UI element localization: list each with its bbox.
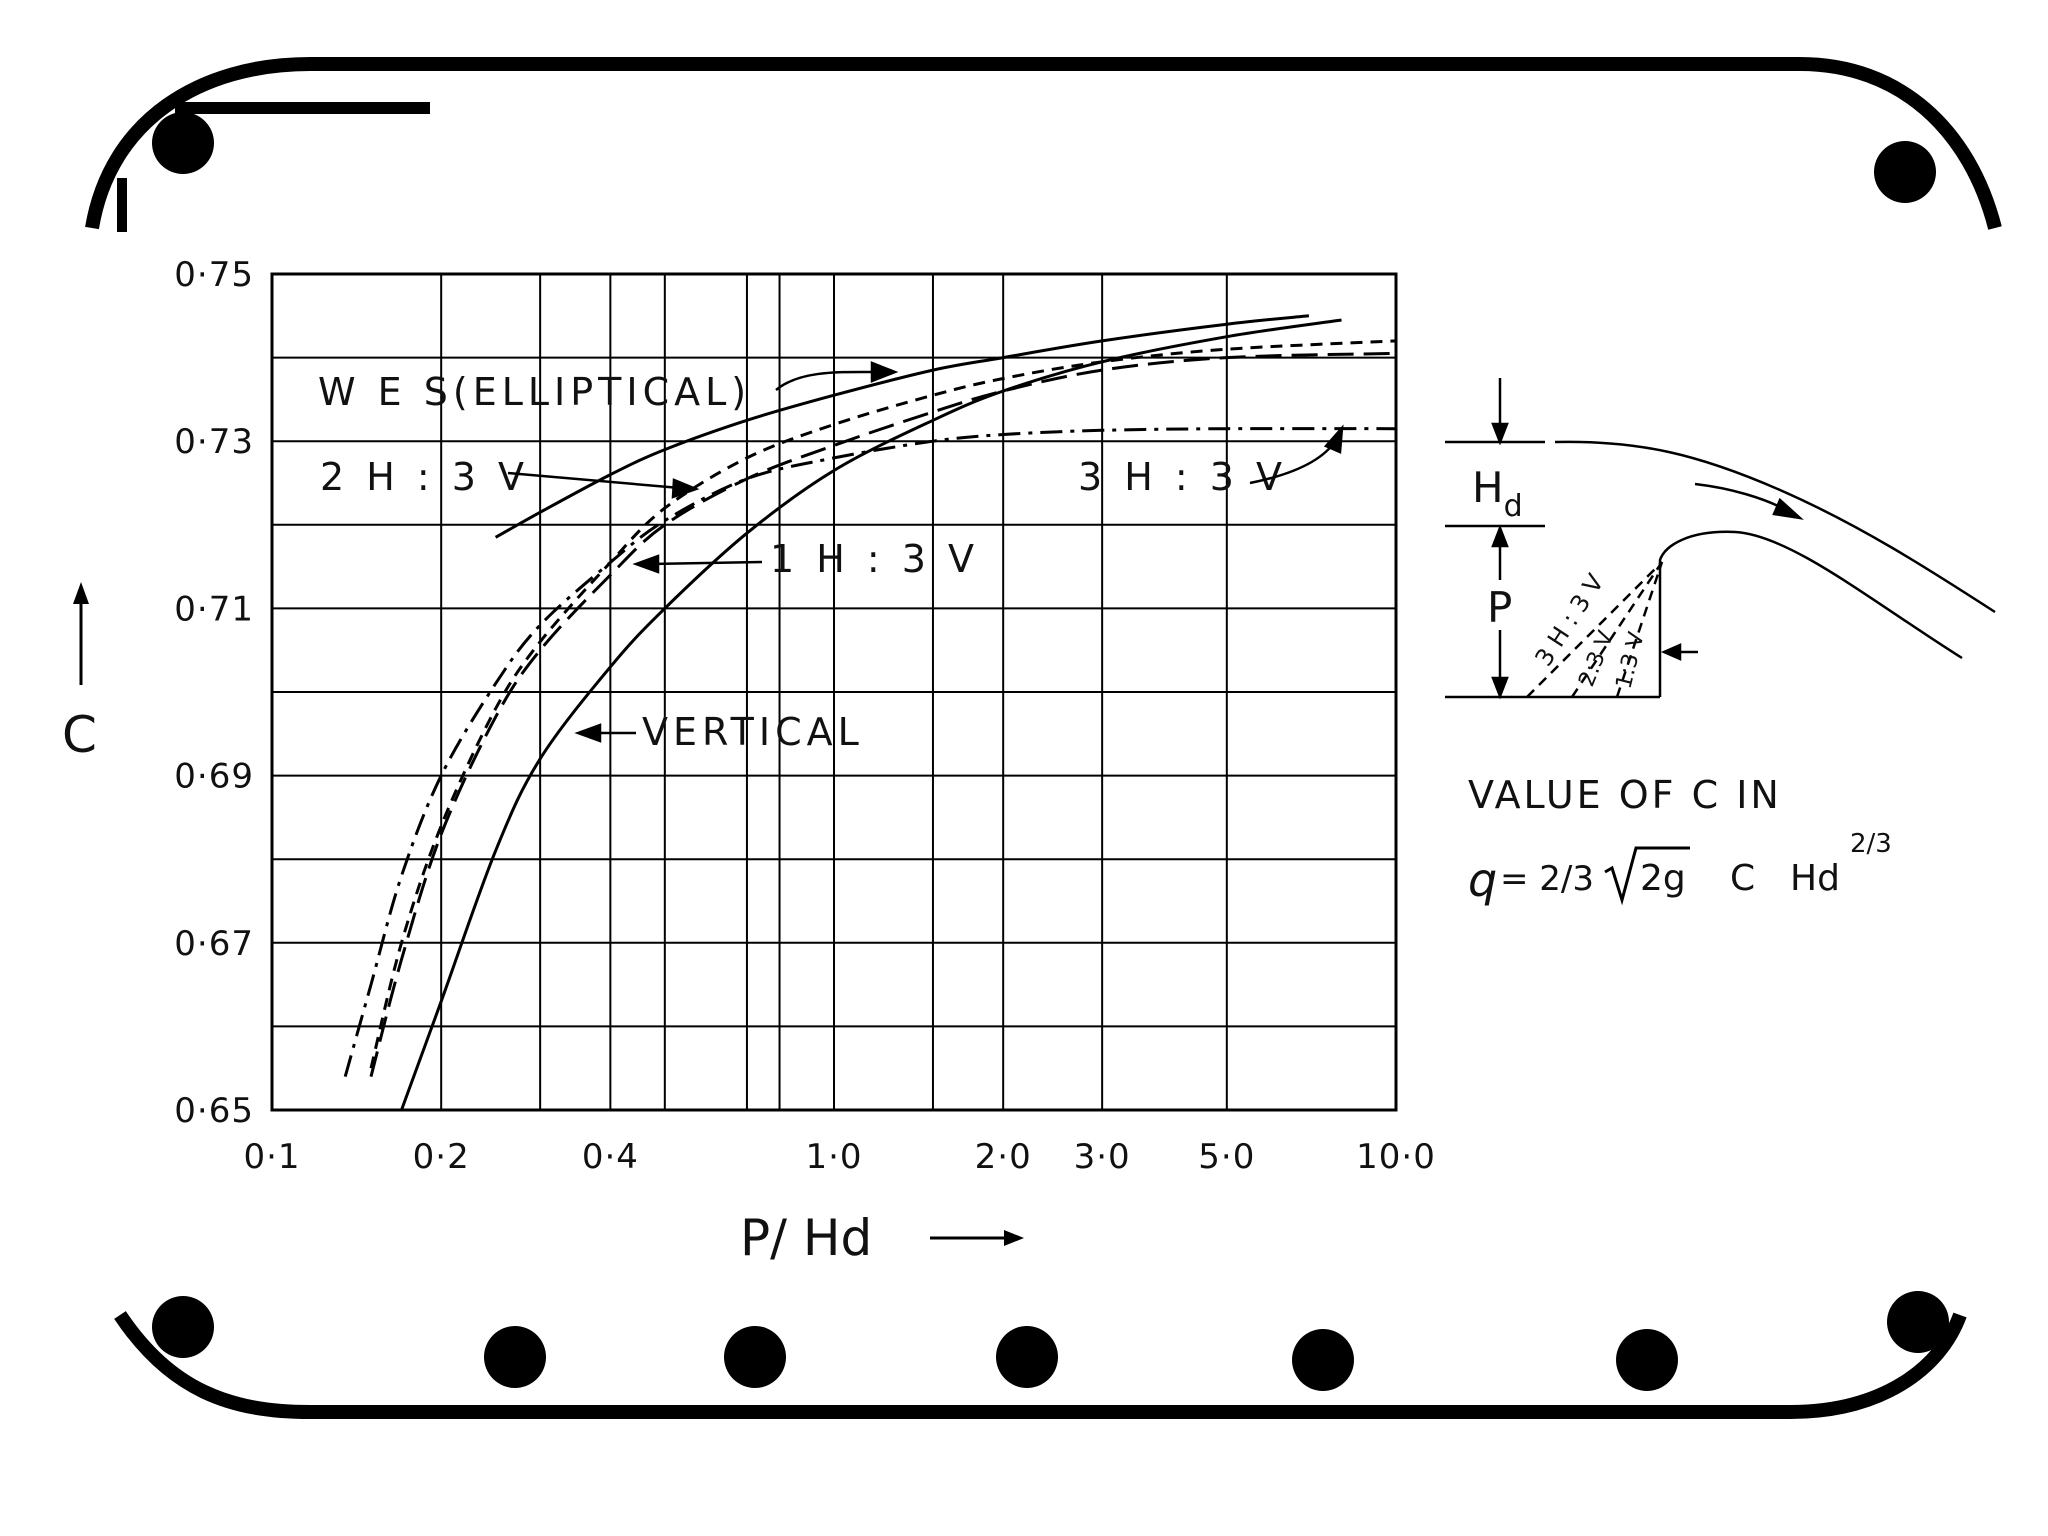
face-1h3v — [1615, 561, 1664, 698]
p-dim-arrowhead-up — [1491, 524, 1509, 548]
formula-q: q — [1468, 853, 1497, 907]
formula-radicand: 2g — [1640, 858, 1686, 899]
hd-label: Hd — [1472, 463, 1523, 524]
series-label-2h3v: 2 H : 3 V — [320, 455, 529, 499]
caption-formula: q = 2/3 2g C Hd 2/3 — [1468, 829, 1892, 907]
leader-1h3v — [649, 560, 763, 566]
binding-hole — [1616, 1329, 1678, 1391]
binding-hole — [1874, 141, 1936, 203]
x-tick-label: 5·0 — [1198, 1137, 1255, 1177]
y-tick-label: 0·73 — [174, 422, 254, 462]
decorative-frame — [85, 57, 2002, 1419]
series-line — [369, 351, 1397, 1077]
y-tick-label: 0·67 — [174, 924, 254, 964]
x-tick-label: 3·0 — [1074, 1137, 1131, 1177]
binding-hole — [152, 1296, 214, 1358]
series-label-wes: W E S(ELLIPTICAL) — [318, 370, 751, 414]
binding-hole — [1887, 1291, 1949, 1353]
y-tick-label: 0·65 — [174, 1091, 254, 1131]
arrowhead-vertical — [574, 723, 602, 743]
face-3h3v — [1526, 561, 1663, 698]
caption-line-1: VALUE OF C IN — [1468, 773, 1782, 817]
x-axis-title: P/ Hd — [740, 1209, 872, 1267]
binding-hole — [152, 112, 214, 174]
leader-wes — [775, 370, 881, 391]
plot-area: 0·1 0·2 0·4 1·0 2·0 3·0 5·0 10·0 0·650·670·690·… — [174, 255, 1436, 1177]
frame-bottom-arc — [114, 1311, 1967, 1419]
formula-hd: Hd — [1790, 858, 1840, 899]
formula-equals-fraction: = 2/3 — [1500, 859, 1594, 899]
y-tick-label: 0·69 — [174, 757, 254, 797]
binding-hole — [1292, 1329, 1354, 1391]
vartical-arrowhead — [1660, 643, 1682, 661]
y-tick-label: 0·75 — [174, 255, 254, 295]
binding-holes — [152, 112, 1949, 1391]
y-tick-labels: 0·65 0·67 0·69 0·71 0·73 0·75 — [174, 255, 254, 1131]
x-tick-label: 10·0 — [1356, 1137, 1436, 1177]
series-label-1h3v: 1 H : 3 V — [770, 537, 979, 581]
radical-sign-icon — [1604, 846, 1690, 906]
p-dim-arrowhead-down — [1491, 676, 1509, 700]
binding-hole — [484, 1326, 546, 1388]
formula-exponent: 2/3 — [1850, 829, 1892, 859]
binding-hole — [996, 1326, 1058, 1388]
x-tick-label: 0·2 — [413, 1137, 470, 1177]
arrowhead-2h3v — [671, 478, 700, 499]
arrowhead-1h3v — [632, 554, 660, 574]
y-axis-arrow-icon — [73, 582, 89, 685]
leader-2h3v — [507, 471, 681, 490]
series-label-3h3v: 3 H : 3 V — [1078, 455, 1287, 499]
series-label-vertical: VERTICAL — [642, 710, 864, 754]
x-tick-label: 1·0 — [805, 1137, 862, 1177]
plot-border — [270, 272, 1398, 1112]
frame-top-arc — [85, 57, 2002, 230]
nappe-upper-surface — [1554, 440, 1996, 614]
crest-profile — [1658, 530, 1963, 697]
leader-arrows — [507, 361, 1344, 743]
x-tick-label: 0·4 — [582, 1137, 639, 1177]
binding-hole — [724, 1326, 786, 1388]
crest-schematic: Hd P 3 H : 3 V 2:3 V 1:3 V — [1445, 378, 1996, 700]
x-tick-labels: 0·1 0·2 0·4 1·0 2·0 3·0 5·0 10·0 — [243, 1137, 1436, 1177]
arrowhead-3h3v — [1323, 424, 1344, 454]
y-tick-label: 0·71 — [174, 589, 254, 629]
arrowhead-wes — [870, 361, 899, 383]
p-label: P — [1487, 583, 1512, 632]
x-tick-label: 2·0 — [975, 1137, 1032, 1177]
series-line — [400, 318, 1342, 1111]
flow-arrowhead — [1772, 497, 1804, 520]
y-axis-title: C — [62, 706, 97, 764]
formula-c: C — [1730, 858, 1755, 899]
hd-dim-arrowhead — [1491, 422, 1509, 446]
series-line — [494, 314, 1310, 539]
x-tick-label: 0·1 — [243, 1137, 300, 1177]
x-axis-arrow-icon — [930, 1230, 1024, 1246]
series-line — [343, 427, 1397, 1078]
series-layer — [343, 314, 1397, 1111]
